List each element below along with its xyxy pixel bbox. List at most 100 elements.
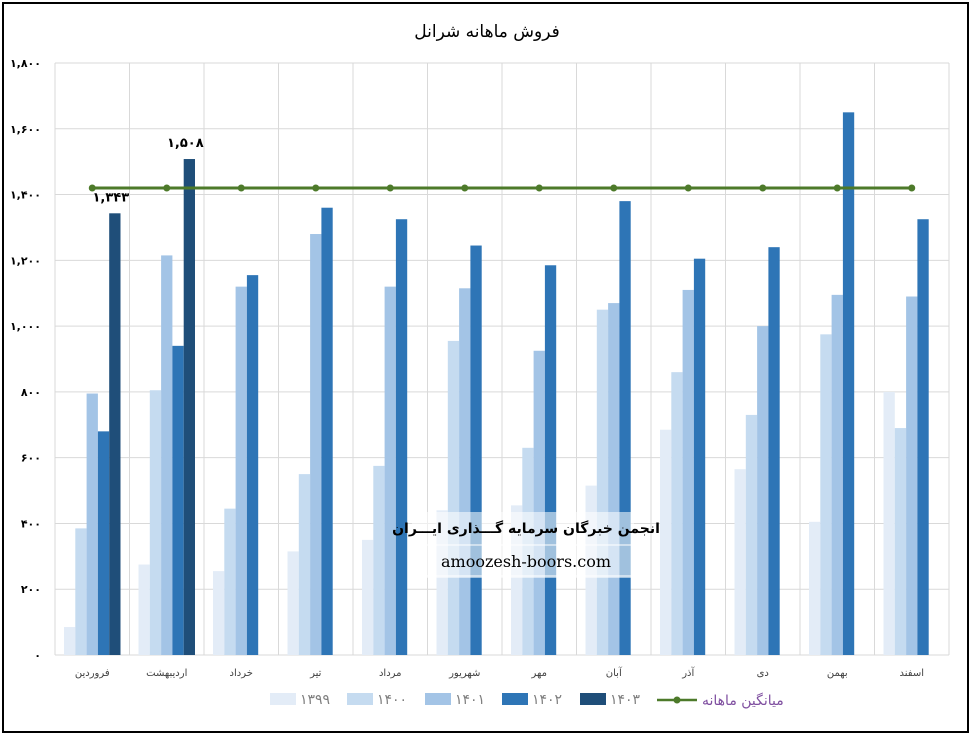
- bar: [149, 390, 162, 655]
- bar: [161, 255, 173, 655]
- bar: [362, 539, 374, 655]
- x-tick-label: مرداد: [379, 668, 402, 679]
- bar: [671, 372, 683, 655]
- legend-swatch: [580, 693, 606, 705]
- legend-label: ۱۴۰۰: [377, 692, 407, 708]
- average-line-point: [461, 184, 469, 192]
- legend-swatch: [347, 693, 373, 705]
- chart-title: فروش ماهانه شرانل: [414, 22, 560, 42]
- bar: [75, 528, 87, 655]
- x-tick-label: اردیبهشت: [146, 668, 187, 679]
- bar: [447, 340, 460, 655]
- average-line-point: [610, 184, 618, 192]
- bar: [183, 159, 195, 655]
- bar: [894, 428, 907, 655]
- bar: [619, 201, 631, 655]
- bar: [109, 213, 121, 655]
- bar: [660, 429, 672, 655]
- legend-label: ۱۴۰۳: [610, 692, 641, 708]
- bar: [395, 219, 408, 655]
- x-tick-label: دی: [757, 668, 769, 679]
- bar: [138, 564, 150, 655]
- watermark-line2: amoozesh-boors.com: [441, 552, 611, 571]
- y-tick-label: ۱,۶۰۰: [10, 123, 41, 136]
- x-tick-label: تیر: [309, 668, 322, 679]
- bar: [831, 294, 843, 655]
- bar: [596, 309, 609, 655]
- average-line-point: [237, 184, 245, 192]
- average-line-point: [684, 184, 692, 192]
- bar: [768, 247, 780, 655]
- x-tick-label: فروردین: [75, 668, 110, 679]
- bar: [693, 258, 706, 655]
- data-label: ۱,۵۰۸: [167, 136, 204, 151]
- average-line-point: [833, 184, 841, 192]
- legend-swatch: [502, 693, 528, 705]
- legend-label: میانگین ماهانه: [702, 692, 784, 709]
- y-tick-label: ۱,۲۰۰: [10, 254, 41, 267]
- data-label: ۱,۳۴۳: [93, 190, 130, 205]
- average-line-point: [759, 184, 767, 192]
- legend: ۱۳۹۹ ۱۴۰۰ ۱۴۰۱ ۱۴۰۲ ۱۴۰۳ میانگین ماهانه: [270, 692, 784, 709]
- bar: [842, 112, 855, 656]
- x-tick-label: بهمن: [827, 668, 848, 679]
- x-tick-label: شهریور: [448, 668, 480, 679]
- average-line-point: [535, 184, 543, 192]
- bar: [384, 286, 396, 655]
- bar: [172, 345, 184, 655]
- y-tick-label: ۴۰۰: [21, 517, 41, 530]
- average-line-point: [386, 184, 394, 192]
- bar: [213, 571, 225, 655]
- x-tick-label: آبان: [606, 666, 623, 679]
- bar: [235, 286, 247, 655]
- bar: [734, 469, 746, 655]
- bar: [310, 234, 322, 655]
- bar: [511, 505, 523, 655]
- bar: [86, 393, 98, 655]
- bar: [246, 275, 259, 655]
- legend-label: ۱۳۹۹: [300, 692, 330, 708]
- x-tick-label: خرداد: [230, 668, 253, 679]
- bar: [321, 207, 333, 655]
- y-tick-label: ۱,۴۰۰: [10, 189, 41, 202]
- x-tick-label: آذر: [681, 666, 695, 679]
- y-tick-label: ۲۰۰: [21, 583, 41, 596]
- bar: [883, 391, 895, 655]
- legend-label: ۱۴۰۲: [532, 692, 562, 708]
- bar: [608, 303, 620, 655]
- bar: [917, 219, 929, 655]
- bar: [298, 474, 311, 655]
- bar: [224, 508, 236, 655]
- bar: [373, 465, 385, 655]
- bar: [459, 288, 471, 655]
- bar: [64, 627, 76, 655]
- legend-swatch: [425, 693, 451, 705]
- watermark: انجمن خبرگان سرمایه گـــذاری ایـــران am…: [392, 512, 660, 578]
- y-tick-label: ۱,۸۰۰: [10, 57, 41, 70]
- bar: [544, 265, 557, 655]
- y-tick-label: ۰: [34, 649, 41, 662]
- average-line-point: [88, 184, 96, 192]
- legend-line-marker: [673, 696, 681, 704]
- average-line-point: [312, 184, 320, 192]
- bar: [906, 296, 918, 655]
- average-line-point: [163, 184, 171, 192]
- bar: [682, 289, 694, 655]
- legend-label: ۱۴۰۱: [455, 692, 485, 708]
- y-tick-label: ۸۰۰: [21, 386, 41, 399]
- x-tick-label: اسفند: [900, 668, 924, 679]
- bar: [809, 521, 821, 655]
- watermark-line1: انجمن خبرگان سرمایه گـــذاری ایـــران: [392, 520, 660, 537]
- legend-swatch: [270, 693, 296, 705]
- bar: [757, 326, 769, 655]
- bar: [287, 551, 299, 655]
- average-line-point: [908, 184, 916, 192]
- bar: [745, 414, 758, 655]
- bar: [820, 334, 832, 655]
- bar: [436, 510, 448, 655]
- bar: [470, 245, 482, 656]
- bar: [533, 350, 545, 655]
- x-tick-label: مهر: [531, 668, 547, 679]
- y-tick-label: ۶۰۰: [21, 452, 41, 465]
